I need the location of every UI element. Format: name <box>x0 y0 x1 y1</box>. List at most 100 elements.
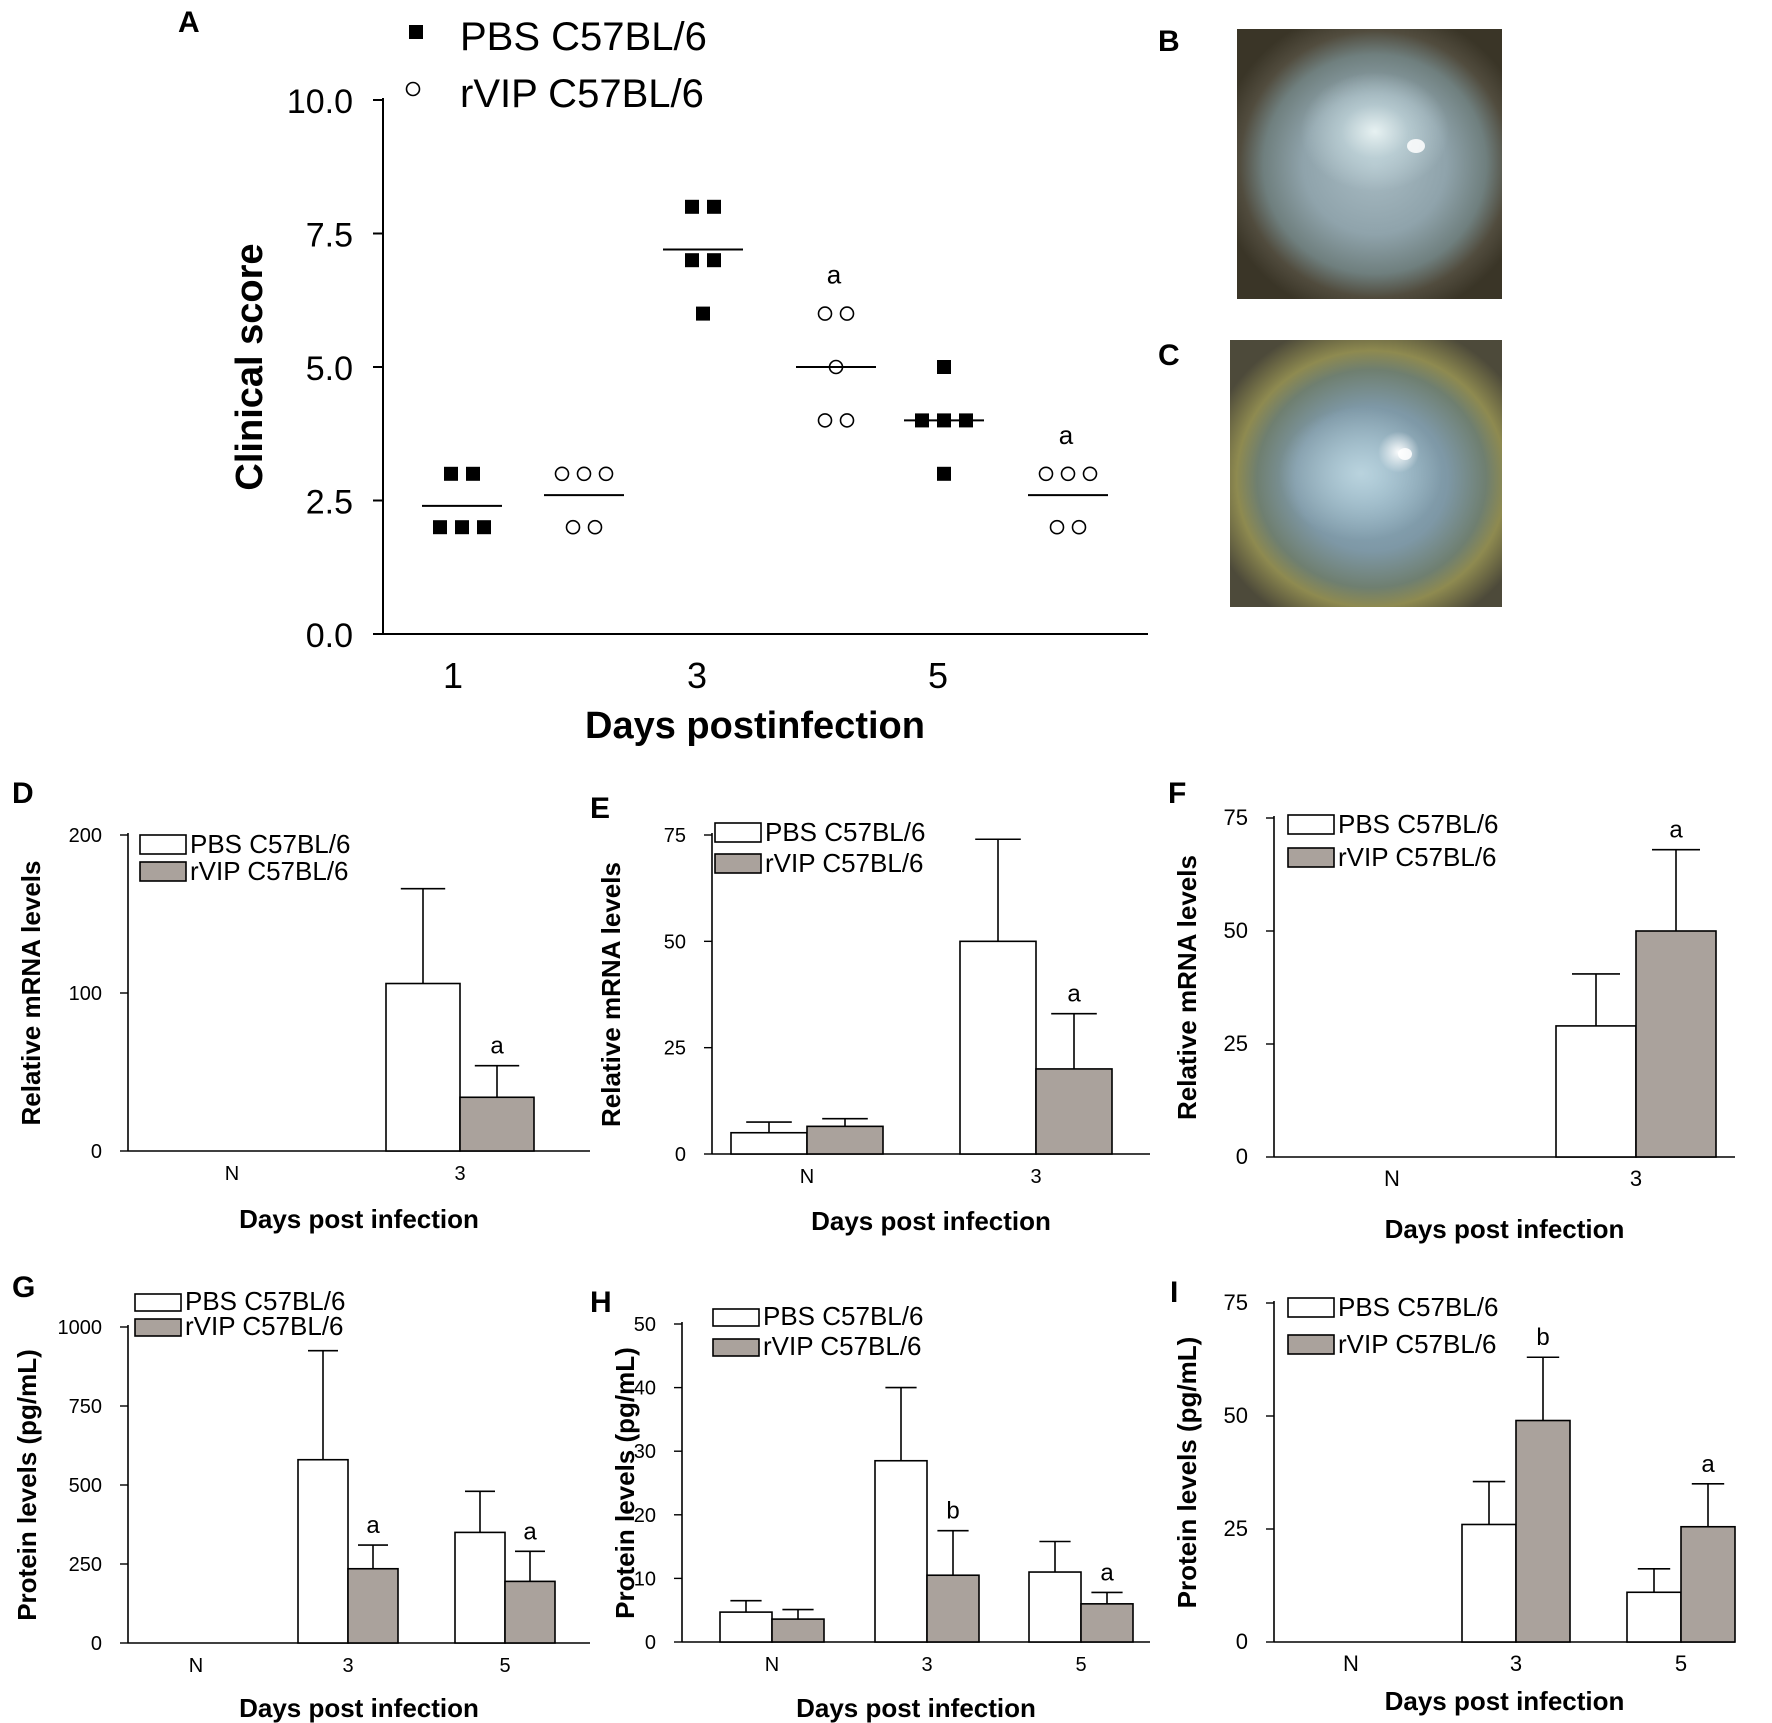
panel-a-pbs-day1-point <box>433 520 447 535</box>
panel-a-rvip-day5-point <box>1049 519 1065 535</box>
panel-i-legend-swatch-pbs <box>1287 1297 1335 1318</box>
panel-h-legend-label-rvip: rVIP C57BL/6 <box>763 1331 922 1361</box>
panel-letter-f: F <box>1168 777 1186 810</box>
panel-h-y-tick-label: 20 <box>634 1505 656 1527</box>
panel-a-pbs-day3-point <box>685 253 699 268</box>
panel-h-legend-swatch-pbs <box>712 1308 760 1327</box>
panel-g-y-tick-label: 250 <box>69 1554 102 1576</box>
panel-d-y-tick-label: 200 <box>69 825 102 847</box>
panel-a-pbs-day3-point <box>707 253 721 268</box>
panel-g-legend-label-pbs: PBS C57BL/6 <box>185 1286 345 1316</box>
panel-a-y-tick-label: 0.0 <box>306 617 353 655</box>
panel-a-rvip-day1-point <box>598 466 614 482</box>
panel-g-x-tick-label: 3 <box>342 1655 353 1677</box>
panel-e-legend-swatch-pbs <box>714 822 762 843</box>
panel-h-bar-rvip-3 <box>926 1574 980 1643</box>
panel-a-legend-circle-marker <box>405 81 421 97</box>
panel-h-y-tick-label: 50 <box>634 1314 656 1336</box>
panel-a-rvip-day1-point <box>587 519 603 535</box>
panel-e-bar-rvip-3 <box>1035 1068 1113 1155</box>
photo-glint <box>1398 448 1412 460</box>
panel-i-bar-rvip-3 <box>1515 1419 1571 1643</box>
panel-f-y-tick-label: 0 <box>1236 1144 1248 1169</box>
panel-i-x-tick-label: N <box>1343 1651 1359 1676</box>
panel-i-significance-label: a <box>1701 1451 1715 1478</box>
panel-a-rvip-day5-point <box>1071 519 1087 535</box>
panel-a-pbs-day5-point <box>937 466 951 481</box>
panel-f-x-tick-label: 3 <box>1630 1166 1642 1191</box>
panel-d-y-axis-title: Relative mRNA levels <box>16 861 46 1126</box>
panel-e-y-tick-label: 25 <box>664 1038 686 1060</box>
panel-a-pbs-day3-point <box>696 306 710 321</box>
panel-h-legend-swatch-rvip <box>712 1338 760 1357</box>
panel-i-y-axis-title: Protein levels (pg/mL) <box>1172 1337 1202 1609</box>
panel-h-bar-rvip-N <box>771 1618 825 1643</box>
panel-i-x-axis-title: Days post infection <box>1385 1686 1625 1716</box>
panel-f-x-tick-label: N <box>1384 1166 1400 1191</box>
panel-a-x-tick-label: 5 <box>928 655 948 696</box>
panel-a-pbs-day1-point <box>466 466 480 481</box>
panel-h-y-axis-title: Protein levels (pg/mL) <box>610 1347 640 1619</box>
panel-h-x-tick-label: N <box>765 1654 779 1676</box>
panel-a-y-tick-label: 2.5 <box>306 484 353 522</box>
panel-a-legend-label-pbs: PBS C57BL/6 <box>460 15 707 59</box>
panel-a-pbs-day3-point <box>707 199 721 214</box>
panel-a-rvip-day3-point <box>817 413 833 428</box>
panel-f-y-axis-title: Relative mRNA levels <box>1172 855 1202 1120</box>
panel-a-rvip-day5-point <box>1038 466 1054 482</box>
panel-g-bar-rvip-3 <box>347 1567 399 1644</box>
panel-d-legend-swatch-pbs <box>139 834 187 855</box>
panel-i-bar-rvip-5 <box>1680 1525 1736 1643</box>
panel-a-rvip-day3-point <box>839 413 855 428</box>
panel-i-y-tick-label: 75 <box>1224 1290 1248 1315</box>
panel-letter-a: A <box>178 6 200 39</box>
panel-h-bar-pbs-5 <box>1028 1571 1082 1643</box>
panel-e-y-tick-label: 0 <box>675 1144 686 1166</box>
panel-g-legend-swatch-rvip <box>134 1318 182 1337</box>
panel-d-bar-rvip-3 <box>459 1096 535 1152</box>
panel-a-legend-square-marker <box>409 25 423 39</box>
panel-letter-b: B <box>1158 25 1180 58</box>
panel-a-pbs-day1-point <box>455 520 469 535</box>
panel-f-y-tick-label: 25 <box>1224 1031 1248 1056</box>
photo-glint <box>1407 139 1425 153</box>
panel-f-legend-label-rvip: rVIP C57BL/6 <box>1338 842 1497 872</box>
panel-g-bar-pbs-3 <box>297 1458 349 1644</box>
panel-letter-e: E <box>590 792 610 825</box>
panel-letter-i: I <box>1170 1276 1178 1309</box>
panel-g-legend-label-rvip: rVIP C57BL/6 <box>185 1311 344 1341</box>
panel-a-rvip-day3-point <box>839 306 855 321</box>
panel-g-x-tick-label: 5 <box>499 1655 510 1677</box>
panel-d-y-tick-label: 0 <box>91 1141 102 1163</box>
panel-h-x-tick-label: 5 <box>1075 1654 1086 1676</box>
panel-h-bar-pbs-3 <box>874 1459 928 1643</box>
panel-a-pbs-day3-point <box>685 199 699 214</box>
panel-a-pbs-day1-point <box>477 520 491 535</box>
panel-a-x-tick-label: 3 <box>687 655 707 696</box>
panel-a-x-tick-label: 1 <box>443 655 463 696</box>
panel-letter-c: C <box>1158 339 1180 372</box>
panel-d-legend-label-pbs: PBS C57BL/6 <box>190 829 350 859</box>
panel-g-x-axis-title: Days post infection <box>239 1693 479 1723</box>
panel-e-legend-label-rvip: rVIP C57BL/6 <box>765 848 924 878</box>
panel-a-significance-label: a <box>827 260 842 290</box>
panel-i-legend-label-pbs: PBS C57BL/6 <box>1338 1292 1498 1322</box>
panel-g-bar-rvip-5 <box>504 1580 556 1644</box>
panel-d-legend-swatch-rvip <box>139 861 187 882</box>
panel-e-bar-rvip-N <box>806 1125 884 1155</box>
panel-g-legend-swatch-pbs <box>134 1293 182 1312</box>
panel-g-bar-pbs-5 <box>454 1531 506 1644</box>
panel-a-x-axis-title: Days postinfection <box>585 705 925 747</box>
panel-e-y-tick-label: 75 <box>664 825 686 847</box>
panel-i-bar-pbs-5 <box>1626 1591 1682 1643</box>
panel-h-y-tick-label: 30 <box>634 1441 656 1463</box>
panel-d-significance-label: a <box>490 1033 504 1060</box>
panel-h-significance-label: a <box>1100 1559 1114 1586</box>
panel-e-bar-pbs-N <box>730 1131 808 1155</box>
panel-e-significance-label: a <box>1067 981 1081 1008</box>
panel-h-bar-pbs-N <box>719 1611 773 1643</box>
panel-letter-h: H <box>590 1286 612 1319</box>
panel-h-y-tick-label: 40 <box>634 1378 656 1400</box>
panel-f-y-tick-label: 75 <box>1224 805 1248 830</box>
